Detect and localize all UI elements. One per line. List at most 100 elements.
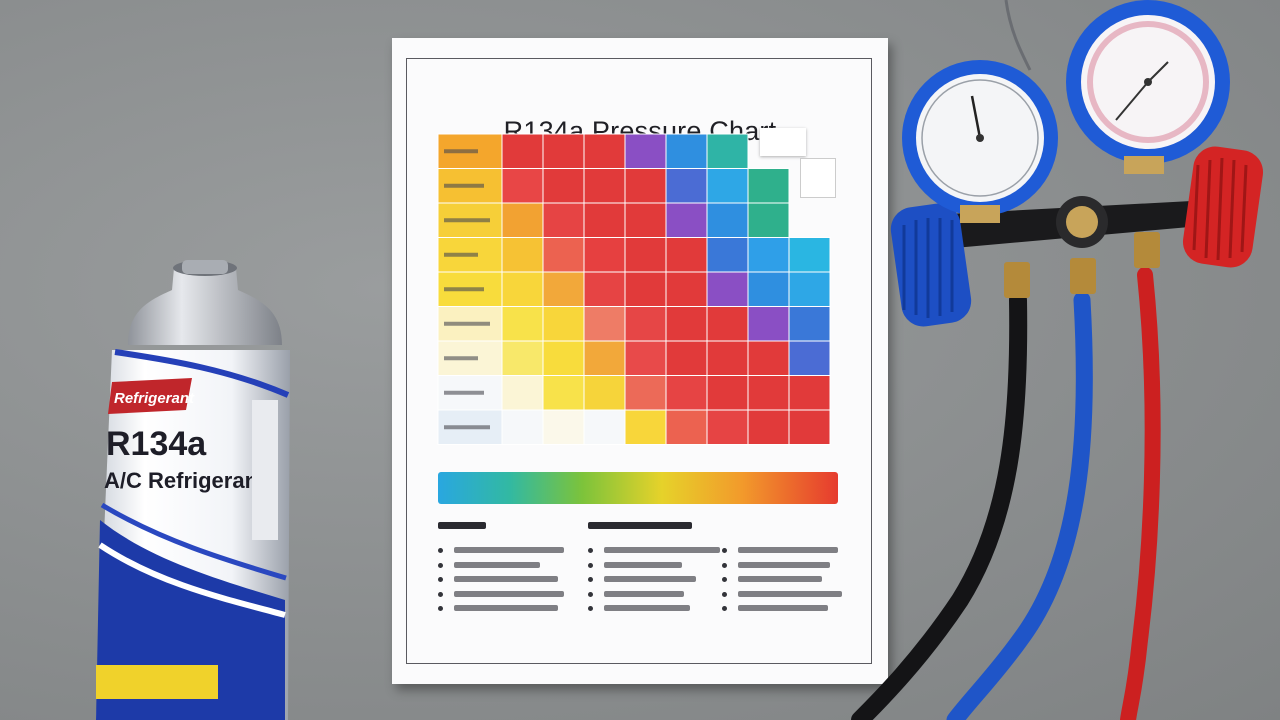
high-gauge-needle [1115, 81, 1149, 121]
can-brand-text: Refrigerant [114, 390, 195, 407]
can-stripe-top [100, 502, 287, 581]
note-bullet [588, 562, 593, 568]
grid-cell [624, 375, 667, 411]
grid-cell [706, 202, 749, 238]
grid-row-label-text [444, 356, 478, 361]
note-text-line [604, 547, 720, 553]
grid-cell [624, 271, 667, 307]
grid-cell [501, 340, 544, 376]
note-bullet [722, 606, 727, 611]
brass-fitting-center [1070, 258, 1096, 294]
grid-cell [583, 168, 626, 204]
gauge-cable [1004, 0, 1032, 71]
note-text-line [738, 547, 838, 553]
grid-cell [665, 409, 708, 445]
note-text-line [604, 576, 696, 582]
grid-row-label-text [444, 287, 484, 292]
grid-row-label-text [444, 321, 490, 326]
note-bullet [722, 548, 727, 553]
notes-heading-right [588, 522, 692, 529]
note-text-line [738, 561, 830, 568]
black-hose [851, 291, 1028, 720]
high-gauge-stem [1124, 156, 1164, 174]
note-bullet [438, 577, 443, 582]
note-text-line [604, 561, 682, 568]
grid-cell [747, 271, 790, 307]
grid-cell [665, 340, 708, 376]
can-shoulder [128, 268, 282, 345]
can-white-stripe [98, 542, 286, 618]
grid-cell [583, 306, 626, 342]
note-bullet [588, 548, 593, 553]
note-bullet [588, 606, 593, 611]
can-label-line1: R134a [106, 425, 207, 463]
grid-row-label-text [444, 252, 478, 257]
grid-cell [747, 375, 790, 411]
can-neck-stripe [114, 349, 290, 398]
note-text-line [454, 561, 540, 568]
grid-cell [583, 409, 626, 445]
note-bullet [722, 562, 727, 568]
grid-cell [665, 168, 708, 204]
note-bullet [722, 591, 727, 597]
grid-cell [583, 375, 626, 411]
grid-cell [624, 340, 667, 376]
note-bullet [438, 591, 443, 597]
legend-card [800, 158, 836, 198]
note-text-line [604, 590, 684, 597]
grid-row-label-text [444, 425, 490, 430]
grid-cell [788, 409, 831, 445]
note-text-line [738, 590, 842, 597]
grid-cell [542, 306, 585, 342]
grid-cell [542, 202, 585, 238]
paper-border [406, 58, 872, 664]
low-gauge-needle [970, 95, 982, 139]
note-bullet [438, 548, 443, 553]
note-text-line [454, 605, 558, 611]
refrigerant-can: Refrigerant R134a A/C Refrigerant [96, 260, 290, 720]
grid-cell [788, 306, 831, 342]
manifold-center-fitting [1066, 206, 1098, 238]
grid-row-label-text [444, 149, 478, 154]
grid-row-label-text [444, 218, 490, 223]
can-side-panel [252, 400, 278, 540]
grid-cell [665, 306, 708, 342]
grid-cell [788, 340, 831, 376]
grid-cell [665, 271, 708, 307]
grid-cell [501, 306, 544, 342]
grid-cell [542, 409, 585, 445]
grid-cell [501, 168, 544, 204]
grid-cell [747, 409, 790, 445]
can-valve [182, 260, 228, 274]
grid-cell [706, 306, 749, 342]
note-text-line [738, 605, 828, 611]
grid-cell [706, 375, 749, 411]
note-bullet [588, 577, 593, 582]
red-hose [1120, 267, 1161, 720]
can-label-line2: A/C Refrigerant [104, 468, 266, 493]
grid-cell [542, 271, 585, 307]
grid-cell [706, 340, 749, 376]
grid-cell [501, 375, 544, 411]
grid-cell [583, 271, 626, 307]
grid-cell [501, 133, 544, 169]
grid-cell [624, 409, 667, 445]
can-warning-band [96, 665, 218, 699]
note-text-line [738, 576, 822, 582]
note-bullet [588, 591, 593, 597]
grid-cell [747, 168, 790, 204]
note-bullet [438, 562, 443, 568]
color-scale-bar [438, 472, 838, 504]
blue-knob-ridges [902, 218, 954, 318]
grid-cell [624, 168, 667, 204]
grid-cell [624, 202, 667, 238]
grid-cell [788, 271, 831, 307]
red-knob-ridges [1192, 157, 1248, 261]
blue-hose [946, 291, 1093, 720]
notes-heading-left [438, 522, 486, 529]
note-text-line [454, 576, 558, 582]
grid-cell [665, 237, 708, 273]
low-gauge-stem [960, 205, 1000, 223]
note-bullet [438, 606, 443, 611]
